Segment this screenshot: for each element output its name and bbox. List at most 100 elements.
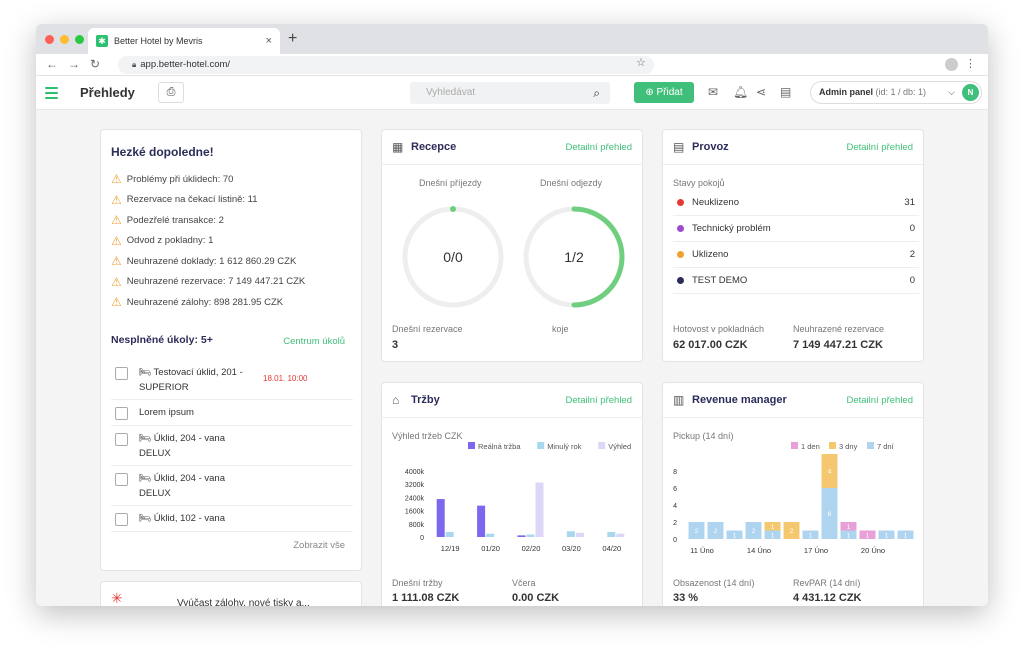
room-state-row[interactable]: Uklizeno 2 [673,242,919,268]
task-item[interactable]: 🛏︎ Úklid, 204 - vana DELUX [111,426,353,466]
warning-item[interactable]: ⚠ Neuhrazené rezervace: 7 149 447.21 CZK [111,275,305,289]
print-button[interactable]: ⎙ [158,82,184,103]
revenue-bar [566,531,575,537]
bar-value-label: 1 [885,532,889,539]
warning-item[interactable]: ⚠ Neuhrazené zálohy: 898 281.95 CZK [111,295,283,309]
revenue-bar [535,482,544,537]
task-item[interactable]: Lorem ipsum [111,400,353,426]
mail-icon[interactable]: ✉ [708,85,719,99]
y-tick-label: 6 [673,486,677,493]
x-tick-label: 03/20 [562,544,581,553]
new-tab-icon[interactable]: + [288,30,298,47]
operations-detail-link[interactable]: Detailní přehled [846,142,913,153]
warning-item[interactable]: ⚠ Podezřelé transakce: 2 [111,213,224,227]
y-tick-label: 800k [409,522,425,529]
revenue-bar [486,533,495,537]
x-tick-label: 14 Úno [747,546,771,555]
warning-icon: ⚠ [111,172,122,186]
search-input[interactable]: Vyhledávat ⌕ [410,82,610,104]
status-dot-icon [677,277,684,284]
browser-tab[interactable]: ✱ Better Hotel by Mevris × [88,28,280,54]
task-item[interactable]: 🛏︎ Úklid, 102 - vana [111,506,353,532]
pickup-bar [859,530,876,539]
reception-detail-link[interactable]: Detailní přehled [565,142,632,153]
task-title: 🛏︎ Úklid, 102 - vana [139,513,225,524]
minimize-window-button[interactable] [60,35,69,44]
rooms-label: koje [552,324,569,334]
warning-icon: ⚠ [111,295,122,309]
pickup-bar [840,530,857,539]
maximize-window-button[interactable] [75,35,84,44]
bar-value-label: 4 [828,469,832,476]
hamburger-menu-icon[interactable] [45,87,58,102]
y-tick-label: 0 [420,535,424,542]
admin-panel-dropdown[interactable]: Admin panel (id: 1 / db: 1) ⌵ N [810,81,982,104]
warning-icon: ⚠ [111,213,122,227]
warning-item[interactable]: ⚠ Neuhrazené doklady: 1 612 860.29 CZK [111,254,296,268]
x-tick-label: 17 Úno [804,546,828,555]
task-checkbox[interactable] [115,473,128,486]
task-checkbox[interactable] [115,513,128,526]
legend-label: 3 dny [839,442,858,451]
forward-icon[interactable]: → [68,57,80,71]
bar-value-label: 2 [752,528,756,535]
room-state-label: TEST DEMO [692,275,748,286]
chat-icon[interactable]: ▤ [780,85,792,99]
warning-item[interactable]: ⚠ Rezervace na čekací listině: 11 [111,193,258,207]
task-checkbox[interactable] [115,433,128,446]
y-tick-label: 4 [673,503,677,510]
pickup-chart-title: Pickup (14 dní) [673,431,734,441]
task-checkbox[interactable] [115,367,128,380]
revman-card-header: ▥ Revenue manager Detailní přehled [663,383,923,418]
promo-card[interactable]: ✳︎ Vyúčast zálohy, nové tisky a... [100,581,362,606]
task-title-text: Testovací úklid, 201 - [153,367,243,378]
room-state-row[interactable]: Technický problém 0 [673,216,919,242]
warning-item[interactable]: ⚠ Odvod z pokladny: 1 [111,234,213,248]
url-text: app.better-hotel.com/ [140,59,231,70]
share-icon[interactable]: ⋖ [756,85,767,99]
revenue-manager-card: ▥ Revenue manager Detailní přehled Picku… [662,382,924,606]
profile-icon[interactable] [945,58,958,71]
close-window-button[interactable] [45,35,54,44]
reload-icon[interactable]: ↻ [90,57,101,71]
room-state-row[interactable]: Neuklizeno 31 [673,190,919,216]
warning-icon: ⚠ [111,233,122,248]
revenue-bar [477,505,486,537]
revenue-detail-link[interactable]: Detailní přehled [565,395,632,406]
address-bar[interactable]: 🔒︎ app.better-hotel.com/ [118,56,654,74]
today-revenue-label: Dnešní tržby [392,578,443,588]
warning-icon: ⚠ [111,192,122,207]
revman-detail-link[interactable]: Detailní přehled [846,395,913,406]
show-all-link[interactable]: Zobrazit vše [293,540,345,551]
browser-toolbar: ← → ↻ 🔒︎ app.better-hotel.com/ ☆ ⋮ [36,54,988,76]
admin-sub: (id: 1 / db: 1) [875,87,927,97]
operations-title: Provoz [692,141,729,153]
task-item[interactable]: 🛏︎ Úklid, 204 - vana DELUX [111,466,353,506]
back-icon[interactable]: ← [46,57,58,71]
legend-swatch [537,442,545,449]
tab-title: Better Hotel by Mevris [114,36,203,46]
warning-text: Problémy při úklidech: 70 [126,173,234,185]
revenue-chart-title: Výhled tržeb CZK [392,431,463,441]
unpaid-reservations-label: Neuhrazené rezervace [793,324,885,334]
browser-menu-icon[interactable]: ⋮ [965,58,976,70]
pickup-bar [783,522,800,539]
task-checkbox[interactable] [115,407,128,420]
task-item[interactable]: 🛏︎ Testovací úklid, 201 - SUPERIOR 18.01. … [111,360,353,400]
room-state-label: Uklizeno [692,249,729,260]
status-dot-icon [677,225,684,232]
add-button[interactable]: ⊕ Přidat [634,82,694,103]
bookmark-star-icon[interactable]: ☆ [636,57,646,69]
avatar[interactable]: N [962,84,979,101]
bell-icon[interactable]: 🔔︎ [733,85,749,99]
bar-chart-icon: ▥ [673,393,685,407]
room-state-row[interactable]: TEST DEMO 0 [673,268,919,294]
tasks-title: Nesplněné úkoly: 5+ [111,334,213,346]
search-icon[interactable]: ⌕ [593,86,600,100]
warning-item[interactable]: ⚠ Problémy při úklidech: 70 [111,172,233,186]
y-tick-label: 2400k [405,495,425,502]
task-title-text: Úklid, 204 - vana [153,473,225,484]
tasks-center-link[interactable]: Centrum úkolů [283,336,345,347]
chevron-down-icon: ⌵ [948,87,955,97]
close-tab-icon[interactable]: × [265,35,272,47]
